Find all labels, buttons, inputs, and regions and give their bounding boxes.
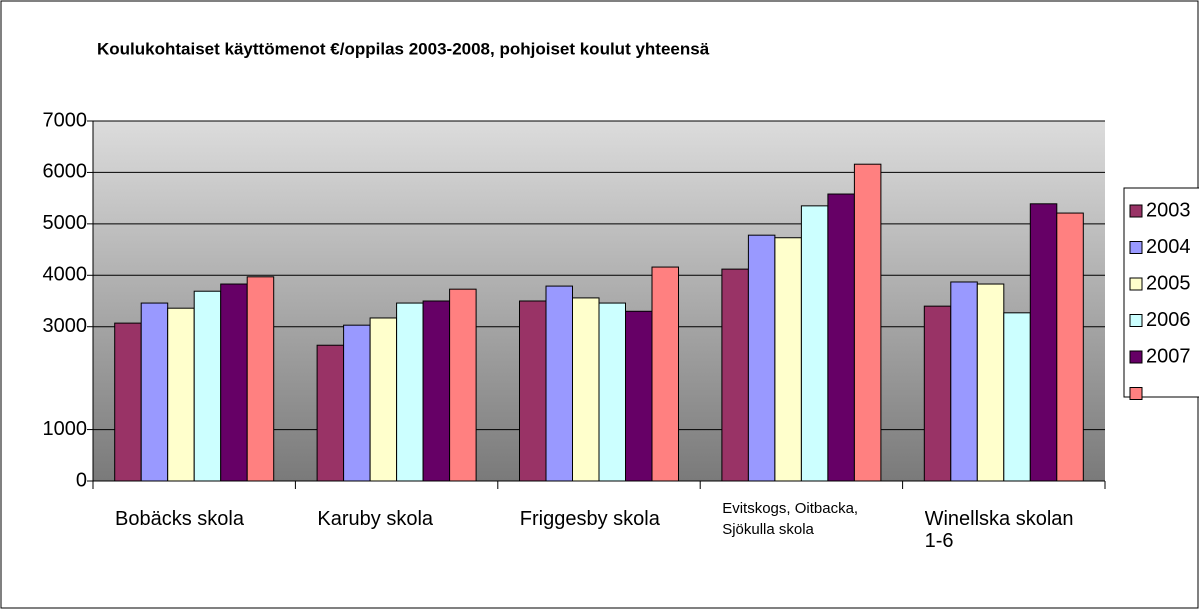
bar bbox=[923, 305, 952, 482]
x-tick-label: Winellska skolan 1-6 bbox=[924, 508, 1074, 552]
bar bbox=[950, 281, 978, 482]
y-tick-label: 6000 bbox=[43, 161, 88, 183]
legend-swatch bbox=[1129, 241, 1143, 254]
y-tick-label: 7000 bbox=[43, 109, 88, 131]
legend-swatch bbox=[1129, 314, 1143, 327]
bar bbox=[572, 297, 600, 482]
x-tick-label: Evitskogs, Oitbacka, Sjökulla skola bbox=[722, 500, 859, 538]
bar bbox=[422, 300, 451, 482]
bar bbox=[853, 163, 882, 482]
legend-swatch bbox=[1129, 350, 1143, 364]
bar bbox=[246, 276, 275, 482]
bar bbox=[1003, 312, 1031, 482]
bar bbox=[651, 266, 679, 482]
y-tick-label: 3000 bbox=[43, 315, 88, 337]
bar bbox=[1056, 212, 1084, 482]
x-tick-label: Bobäcks skola bbox=[115, 508, 244, 530]
legend-label: 2004 bbox=[1146, 236, 1191, 258]
bar bbox=[369, 317, 398, 482]
bar bbox=[449, 288, 477, 482]
x-tick-label: Friggesby skola bbox=[519, 508, 660, 530]
bar bbox=[140, 302, 169, 482]
bar bbox=[721, 268, 749, 482]
legend-label: 2006 bbox=[1146, 309, 1191, 331]
bar bbox=[976, 283, 1005, 482]
x-tick-label: Karuby skola bbox=[317, 508, 434, 530]
y-tick-label: 4000 bbox=[43, 264, 88, 286]
bar bbox=[343, 324, 371, 482]
bar bbox=[167, 307, 195, 482]
bar bbox=[193, 290, 222, 482]
bar bbox=[1029, 203, 1058, 482]
legend-swatch bbox=[1129, 277, 1143, 291]
bar bbox=[747, 234, 776, 482]
bar bbox=[519, 300, 547, 482]
bar bbox=[800, 205, 829, 482]
bar bbox=[396, 302, 424, 482]
legend-label: 2003 bbox=[1146, 199, 1191, 221]
legend-swatch bbox=[1129, 387, 1143, 400]
y-tick-label: 1000 bbox=[43, 418, 88, 440]
bar bbox=[316, 344, 345, 482]
legend-swatch bbox=[1129, 204, 1143, 218]
bar bbox=[220, 283, 248, 482]
y-tick-label: 0 bbox=[76, 469, 87, 491]
chart-title: Koulukohtaiset käyttömenot €/oppilas 200… bbox=[97, 39, 710, 58]
legend-label: 2007 bbox=[1146, 345, 1191, 367]
y-tick-label: 5000 bbox=[43, 212, 88, 234]
bar bbox=[625, 310, 653, 482]
bar bbox=[545, 285, 573, 482]
bar bbox=[827, 193, 855, 482]
bar bbox=[114, 322, 142, 482]
bar bbox=[774, 237, 802, 482]
bar bbox=[598, 302, 626, 482]
legend-label: 2005 bbox=[1146, 272, 1191, 294]
